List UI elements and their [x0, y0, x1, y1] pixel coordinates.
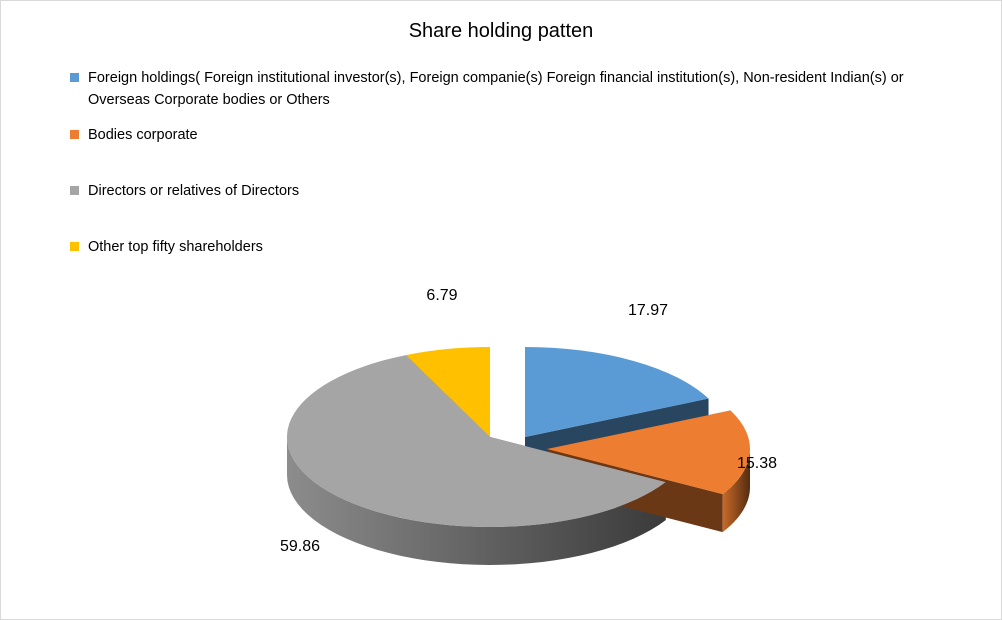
legend-label: Bodies corporate — [88, 127, 198, 143]
legend-item-other-top-fifty: Other top fifty shareholders — [70, 236, 263, 258]
slice-side-directors — [287, 437, 666, 565]
pie-slice-foreign-holdings — [525, 347, 709, 437]
data-label-other-top-fifty: 6.79 — [426, 287, 457, 304]
legend-swatch — [70, 186, 79, 195]
legend-swatch — [70, 73, 79, 82]
data-label-bodies-corporate: 15.38 — [737, 455, 777, 472]
pie-slice-directors — [287, 355, 666, 527]
pie-slice-other-top-fifty — [405, 347, 490, 437]
legend-label: Directors or relatives of Directors — [88, 183, 300, 199]
legend-item-bodies-corporate: Bodies corporate — [70, 124, 198, 146]
legend-item-directors: Directors or relatives of Directors — [70, 180, 299, 202]
data-label-directors: 59.86 — [280, 538, 320, 555]
slice-side-bodies-corporate — [722, 449, 750, 533]
data-label-foreign-holdings: 17.97 — [628, 302, 668, 319]
legend-label: Foreign holdings( Foreign institutional … — [88, 70, 904, 108]
pie-slice-bodies-corporate — [547, 410, 750, 495]
chart-title: Share holding patten — [408, 20, 594, 42]
legend-label: Other top fifty shareholders — [88, 239, 263, 255]
pie-slices — [287, 347, 750, 527]
pie-data-labels: 17.97 15.38 59.86 6.79 — [280, 287, 777, 555]
legend-swatch — [70, 130, 79, 139]
legend-item-foreign-holdings: Foreign holdings( Foreign institutional … — [70, 67, 950, 111]
legend-swatch — [70, 242, 79, 251]
